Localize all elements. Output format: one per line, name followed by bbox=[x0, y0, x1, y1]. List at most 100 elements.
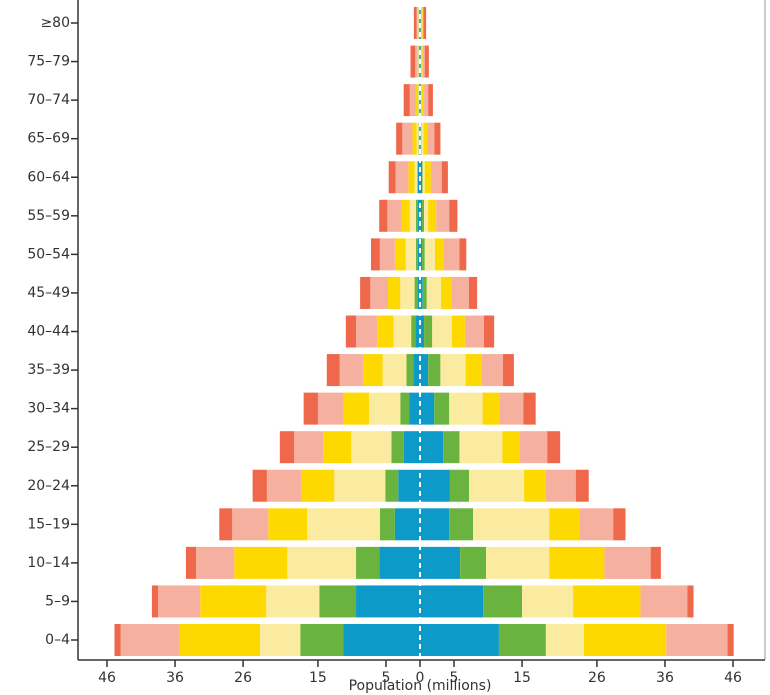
bar-segment bbox=[396, 122, 403, 155]
bar-segment bbox=[417, 7, 419, 39]
bar-segment bbox=[482, 392, 500, 425]
bar-segment bbox=[424, 161, 431, 194]
y-tick-label: 55–59 bbox=[27, 208, 70, 224]
bar-segment bbox=[575, 469, 589, 502]
bar-segment bbox=[434, 122, 441, 155]
y-tick-label: 10–14 bbox=[27, 555, 70, 571]
bar-segment bbox=[411, 315, 416, 348]
bar-segment bbox=[420, 276, 423, 309]
bar-segment bbox=[524, 469, 546, 502]
bar-segment bbox=[402, 122, 413, 155]
bar-segment bbox=[303, 392, 318, 425]
y-tick-label: 40–44 bbox=[27, 324, 70, 340]
y-tick-label: 5–9 bbox=[45, 593, 70, 609]
bar-segment bbox=[418, 7, 420, 39]
bar-segment bbox=[356, 546, 380, 579]
bar-segment bbox=[219, 508, 233, 541]
bar-segment bbox=[252, 469, 267, 502]
bar-segment bbox=[420, 84, 421, 117]
bar-segment bbox=[420, 624, 499, 656]
bar-segment bbox=[451, 315, 465, 348]
bar-segment bbox=[426, 276, 442, 309]
bar-segment bbox=[418, 122, 420, 155]
bar-segment bbox=[234, 546, 288, 579]
bar-segment bbox=[420, 84, 422, 117]
bar-segment bbox=[409, 199, 416, 232]
bar-segment bbox=[200, 585, 267, 618]
bar-segment bbox=[423, 7, 427, 39]
bar-segment bbox=[382, 354, 407, 387]
bar-segment bbox=[549, 546, 605, 579]
bar-segment bbox=[422, 161, 425, 194]
bar-segment bbox=[179, 624, 261, 656]
bar-segment bbox=[377, 315, 394, 348]
bar-segment bbox=[370, 276, 389, 309]
x-tick-label: 36 bbox=[656, 670, 674, 686]
bar-segment bbox=[418, 45, 420, 78]
bar-segment bbox=[666, 624, 728, 656]
y-tick-label: 45–49 bbox=[27, 285, 70, 301]
bar-segment bbox=[449, 199, 458, 232]
bar-segment bbox=[460, 546, 487, 579]
bar-segment bbox=[421, 84, 423, 117]
y-tick-label: ≥80 bbox=[40, 15, 70, 31]
bar-segment bbox=[503, 354, 514, 387]
bar-segment bbox=[650, 546, 661, 579]
x-tick-label: 5 bbox=[450, 670, 459, 686]
bar-segment bbox=[420, 469, 450, 502]
bar-segment bbox=[549, 508, 580, 541]
bar-segment bbox=[356, 585, 420, 618]
bar-segment bbox=[421, 45, 423, 78]
bar-segment bbox=[294, 431, 324, 464]
bar-segment bbox=[420, 431, 444, 464]
bar-segment bbox=[356, 315, 378, 348]
bar-segment bbox=[427, 122, 435, 155]
bar-segment bbox=[481, 354, 504, 387]
bar-segment bbox=[415, 84, 418, 117]
bar-segment bbox=[232, 508, 269, 541]
bar-segment bbox=[422, 84, 425, 117]
bar-segment bbox=[379, 238, 395, 271]
bar-segment bbox=[266, 585, 320, 618]
bar-segment bbox=[441, 161, 448, 194]
bar-segment bbox=[300, 469, 335, 502]
bar-segment bbox=[360, 276, 371, 309]
bar-segment bbox=[395, 161, 409, 194]
bar-segment bbox=[499, 392, 524, 425]
bar-segment bbox=[428, 199, 437, 232]
bar-segment bbox=[417, 7, 418, 39]
bar-segment bbox=[362, 354, 383, 387]
bar-segment bbox=[406, 354, 414, 387]
bar-segment bbox=[422, 238, 425, 271]
bar-segment bbox=[465, 354, 482, 387]
x-tick-label: 0 bbox=[416, 670, 425, 686]
bar-segment bbox=[417, 161, 420, 194]
bar-segment bbox=[422, 45, 425, 78]
bar-segment bbox=[420, 161, 423, 194]
bar-segment bbox=[520, 431, 548, 464]
x-tick-label: 26 bbox=[588, 670, 606, 686]
bar-segment bbox=[268, 508, 308, 541]
bar-segment bbox=[260, 624, 301, 656]
bar-segment bbox=[379, 508, 395, 541]
bar-segment bbox=[343, 624, 420, 656]
bar-segment bbox=[307, 508, 380, 541]
bar-segment bbox=[464, 315, 484, 348]
bar-segment bbox=[420, 585, 484, 618]
bar-segment bbox=[319, 585, 357, 618]
bar-segment bbox=[410, 45, 416, 78]
bar-segment bbox=[436, 199, 450, 232]
bar-segment bbox=[419, 122, 420, 155]
bar-segment bbox=[394, 238, 406, 271]
x-tick-label: 26 bbox=[234, 670, 252, 686]
bar-segment bbox=[266, 469, 301, 502]
y-tick-label: 50–54 bbox=[27, 246, 70, 262]
bar-segment bbox=[483, 315, 495, 348]
bar-segment bbox=[545, 624, 584, 656]
bar-segment bbox=[151, 585, 159, 618]
bar-segment bbox=[417, 161, 418, 194]
y-tick-label: 35–39 bbox=[27, 362, 70, 378]
bar-segment bbox=[388, 276, 401, 309]
bar-segment bbox=[393, 315, 412, 348]
bar-segment bbox=[613, 508, 626, 541]
